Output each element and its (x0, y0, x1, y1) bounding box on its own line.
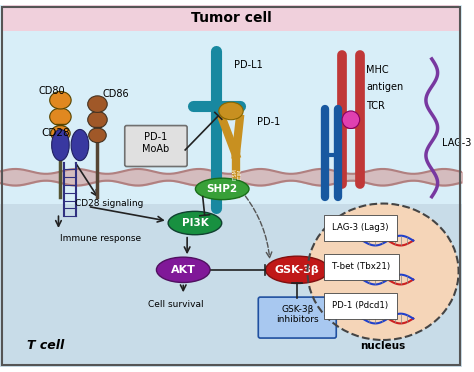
Ellipse shape (50, 108, 71, 126)
Text: PD-1 (Pdcd1): PD-1 (Pdcd1) (332, 301, 389, 310)
Text: CD80: CD80 (39, 86, 65, 96)
Text: ↑: ↑ (322, 262, 330, 272)
Text: PD-1
MoAb: PD-1 MoAb (142, 132, 170, 154)
Ellipse shape (156, 257, 210, 282)
Polygon shape (0, 5, 462, 203)
Ellipse shape (51, 126, 70, 141)
Text: LAG-3: LAG-3 (441, 138, 471, 148)
Ellipse shape (88, 96, 107, 112)
Text: TCR: TCR (366, 101, 385, 111)
FancyBboxPatch shape (125, 126, 187, 167)
Polygon shape (0, 203, 462, 367)
Text: PI3K: PI3K (182, 218, 208, 228)
Text: AKT: AKT (171, 265, 196, 275)
Polygon shape (3, 5, 459, 31)
Text: LAG-3 (Lag3): LAG-3 (Lag3) (332, 224, 389, 232)
Text: CD28: CD28 (41, 128, 70, 138)
Text: ↓: ↓ (322, 223, 330, 233)
Text: Immune response: Immune response (60, 234, 142, 243)
Text: ↓: ↓ (322, 301, 330, 311)
Text: SHP2: SHP2 (207, 184, 238, 194)
Text: MHC: MHC (366, 65, 389, 75)
FancyBboxPatch shape (258, 297, 336, 338)
Text: PD-1: PD-1 (257, 117, 281, 127)
Text: antigen: antigen (366, 81, 404, 92)
Text: ITSM: ITSM (232, 169, 237, 180)
Ellipse shape (89, 128, 106, 142)
Text: T-bet (Tbx21): T-bet (Tbx21) (332, 262, 391, 272)
Text: PD-L1: PD-L1 (234, 60, 263, 70)
Text: GSK-3β
inhibitors: GSK-3β inhibitors (276, 305, 319, 324)
Circle shape (342, 111, 360, 128)
Text: ITIM: ITIM (237, 169, 242, 179)
Text: CD28 signaling: CD28 signaling (75, 199, 144, 208)
Ellipse shape (88, 112, 107, 128)
Ellipse shape (71, 129, 89, 161)
Ellipse shape (265, 256, 329, 283)
Ellipse shape (52, 129, 69, 161)
Text: nucleus: nucleus (360, 341, 406, 351)
Ellipse shape (195, 178, 249, 200)
Text: CD86: CD86 (102, 89, 129, 99)
Text: GSK-3β: GSK-3β (275, 265, 319, 275)
Ellipse shape (219, 102, 243, 120)
Ellipse shape (308, 203, 458, 340)
Ellipse shape (50, 92, 71, 109)
Text: Cell survival: Cell survival (147, 301, 203, 310)
Ellipse shape (168, 211, 222, 235)
Text: T cell: T cell (27, 339, 64, 352)
Text: Tumor cell: Tumor cell (191, 12, 271, 25)
